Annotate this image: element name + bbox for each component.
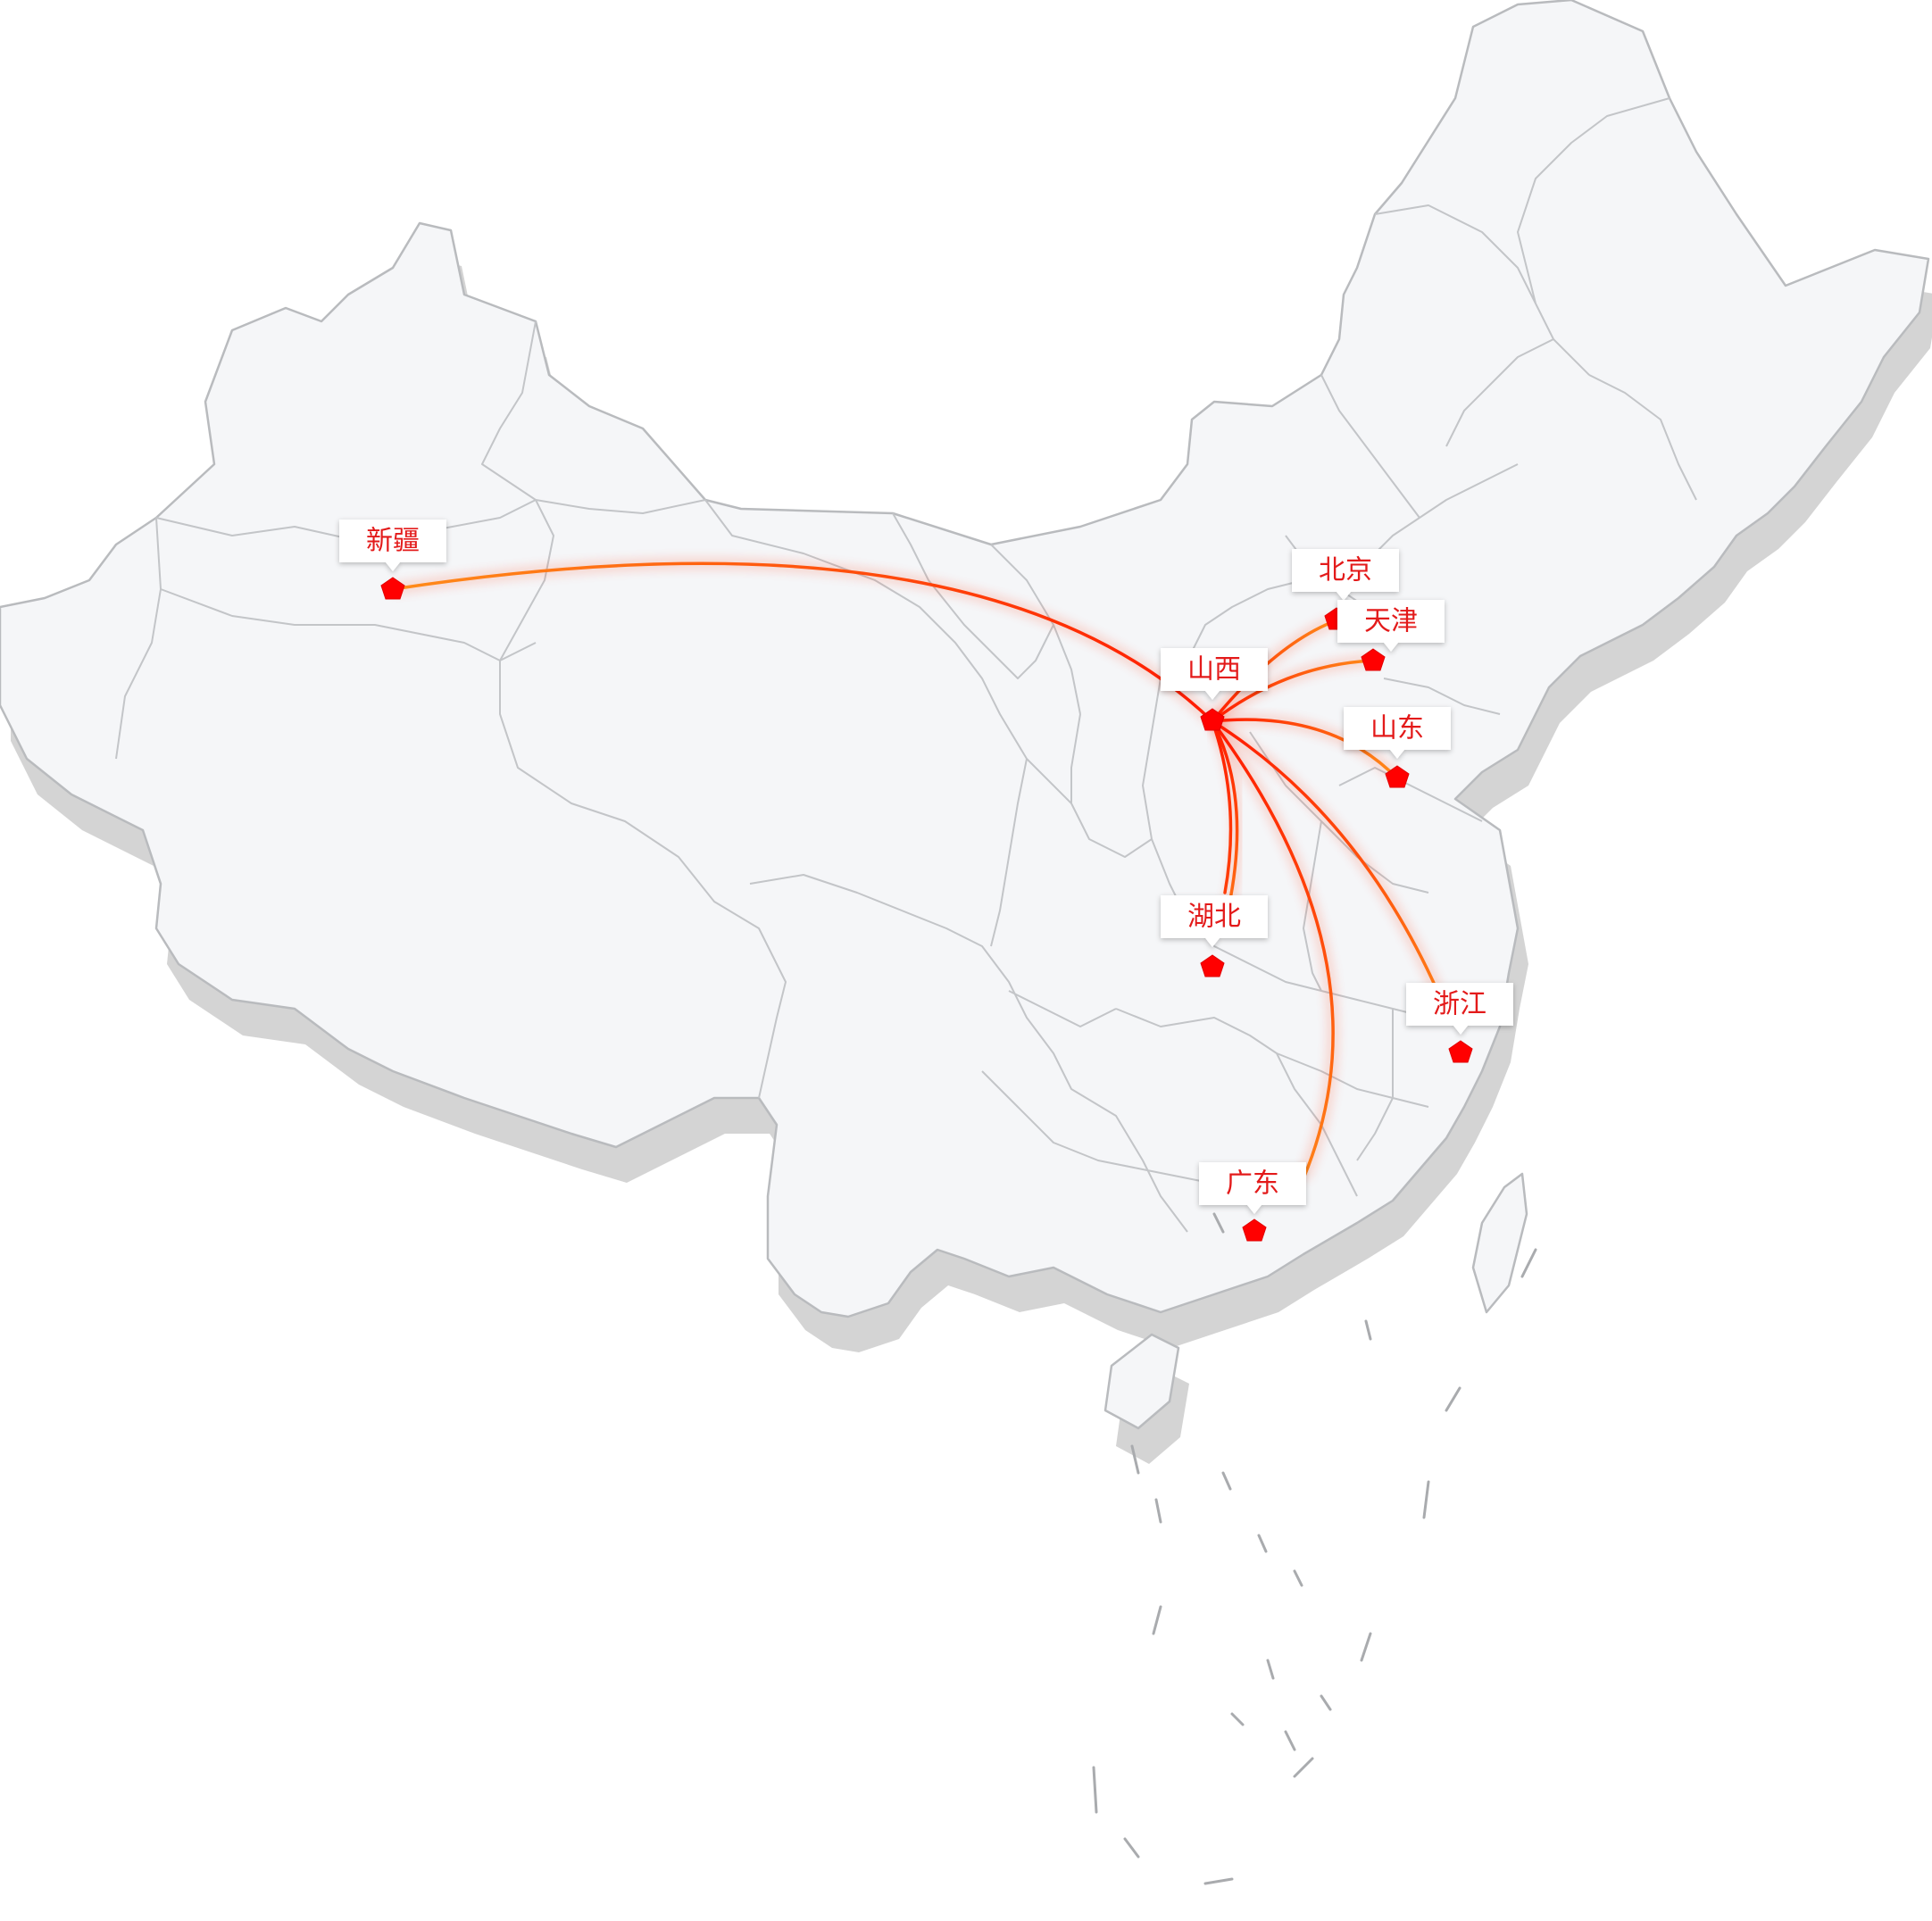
markers — [380, 577, 1473, 1242]
marker-xinjiang[interactable] — [380, 577, 405, 600]
hainan-island — [1103, 1333, 1180, 1430]
route-beijing — [1211, 619, 1338, 723]
label-shanxi: 山西 — [1161, 648, 1268, 700]
label-xinjiang-text: 新疆 — [366, 526, 420, 557]
label-shandong: 山东 — [1344, 707, 1451, 759]
route-guangdong — [1211, 719, 1335, 1180]
label-hubei: 湖北 — [1161, 895, 1268, 947]
marker-tianjin[interactable] — [1361, 648, 1386, 671]
label-zhejiang: 浙江 — [1406, 983, 1513, 1035]
marker-guangdong[interactable] — [1242, 1218, 1267, 1242]
marker-shanxi[interactable] — [1200, 708, 1225, 731]
label-tianjin-text: 天津 — [1364, 606, 1418, 637]
label-xinjiang: 新疆 — [339, 520, 446, 571]
taiwan-island — [1471, 1172, 1528, 1314]
label-guangdong-text: 广东 — [1226, 1168, 1279, 1200]
route-zhejiang — [1211, 719, 1439, 993]
marker-zhejiang[interactable] — [1448, 1040, 1473, 1063]
labels: 山西 新疆 北京 天津 山东 湖北 浙江 广东 — [339, 520, 1513, 1214]
routes — [391, 558, 1443, 1181]
route-tianjin — [1211, 659, 1375, 723]
label-shanxi-text: 山西 — [1187, 654, 1241, 686]
label-guangdong: 广东 — [1199, 1162, 1306, 1214]
south-sea-islets — [1092, 1212, 1537, 1885]
label-zhejiang-text: 浙江 — [1433, 989, 1486, 1020]
label-beijing-text: 北京 — [1319, 555, 1372, 586]
marker-hubei[interactable] — [1200, 954, 1225, 977]
label-shandong-text: 山东 — [1370, 713, 1424, 744]
label-tianjin: 天津 — [1337, 600, 1445, 652]
label-hubei-text: 湖北 — [1187, 902, 1241, 933]
marker-shandong[interactable] — [1385, 765, 1410, 788]
route-xinjiang — [391, 561, 1214, 723]
label-beijing: 北京 — [1292, 549, 1399, 601]
